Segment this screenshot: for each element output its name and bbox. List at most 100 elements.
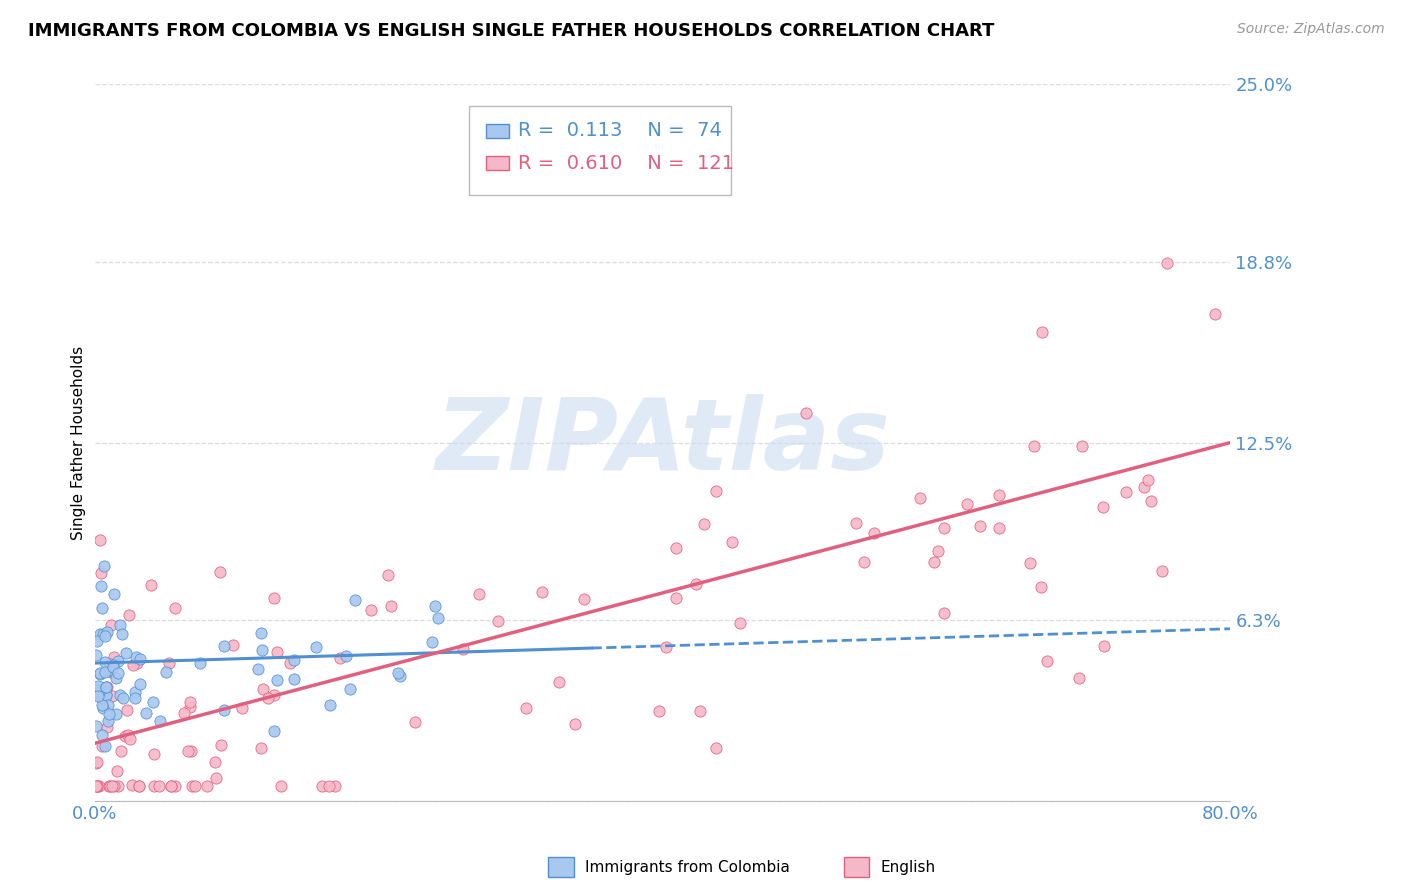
- Point: [728, 615, 751, 630]
- Point: [343, 592, 366, 607]
- Point: [453, 642, 475, 657]
- Point: [163, 601, 186, 615]
- Point: [160, 779, 183, 793]
- Point: [94, 739, 117, 753]
- Point: [93, 558, 115, 573]
- Point: [380, 599, 402, 614]
- Point: [117, 728, 139, 742]
- Point: [252, 682, 274, 697]
- Point: [212, 703, 235, 717]
- Point: [212, 639, 235, 653]
- Point: [89, 627, 111, 641]
- Point: [689, 704, 711, 718]
- Point: [404, 714, 426, 729]
- Point: [89, 533, 111, 547]
- Point: [160, 779, 183, 793]
- Point: [908, 491, 931, 505]
- Point: [278, 656, 301, 670]
- Point: [122, 657, 145, 672]
- Point: [257, 691, 280, 706]
- Point: [515, 701, 537, 715]
- Point: [655, 640, 678, 655]
- Point: [1115, 485, 1137, 500]
- Point: [311, 779, 333, 793]
- Point: [143, 747, 166, 761]
- Point: [1204, 307, 1226, 321]
- Point: [100, 618, 122, 632]
- Point: [665, 541, 688, 556]
- Point: [323, 779, 346, 793]
- Point: [96, 688, 118, 702]
- Point: [335, 649, 357, 664]
- Point: [84, 686, 107, 700]
- Point: [188, 656, 211, 670]
- Point: [184, 779, 207, 793]
- Point: [706, 484, 728, 499]
- Point: [852, 555, 875, 569]
- Point: [318, 779, 340, 793]
- Point: [87, 689, 110, 703]
- Point: [263, 723, 285, 738]
- Point: [987, 521, 1010, 535]
- Point: [204, 755, 226, 769]
- Text: R =  0.113    N =  74: R = 0.113 N = 74: [519, 121, 723, 141]
- Point: [105, 764, 128, 778]
- Point: [1091, 500, 1114, 515]
- Point: [114, 729, 136, 743]
- Point: [179, 696, 201, 710]
- Point: [247, 662, 270, 676]
- Point: [101, 660, 124, 674]
- Point: [91, 600, 114, 615]
- Point: [231, 701, 253, 715]
- Point: [96, 688, 118, 702]
- Point: [103, 779, 125, 793]
- Point: [389, 669, 412, 683]
- Point: [794, 406, 817, 420]
- Point: [86, 756, 108, 770]
- Point: [181, 779, 204, 793]
- Point: [1156, 256, 1178, 270]
- Point: [96, 680, 118, 694]
- Point: [179, 700, 201, 714]
- Point: [195, 779, 218, 793]
- Point: [252, 642, 274, 657]
- Point: [135, 706, 157, 720]
- Point: [128, 779, 150, 793]
- Point: [423, 599, 446, 613]
- Text: R =  0.610    N =  121: R = 0.610 N = 121: [519, 153, 734, 173]
- Point: [98, 663, 121, 677]
- Point: [90, 566, 112, 580]
- Point: [128, 779, 150, 793]
- Point: [103, 587, 125, 601]
- Point: [927, 543, 949, 558]
- Point: [209, 566, 232, 580]
- Point: [329, 651, 352, 665]
- Point: [111, 627, 134, 641]
- Point: [845, 516, 868, 531]
- Point: [180, 744, 202, 758]
- Point: [222, 638, 245, 652]
- Point: [91, 626, 114, 640]
- Point: [932, 521, 955, 535]
- Point: [84, 682, 107, 697]
- Point: [86, 634, 108, 648]
- Point: [665, 591, 688, 606]
- Point: [90, 579, 112, 593]
- Text: IMMIGRANTS FROM COLOMBIA VS ENGLISH SINGLE FATHER HOUSEHOLDS CORRELATION CHART: IMMIGRANTS FROM COLOMBIA VS ENGLISH SING…: [28, 22, 994, 40]
- FancyBboxPatch shape: [470, 106, 731, 195]
- Point: [173, 706, 195, 721]
- Point: [932, 607, 955, 621]
- Point: [1036, 654, 1059, 668]
- Point: [84, 719, 107, 733]
- Point: [97, 698, 120, 712]
- Point: [91, 698, 114, 712]
- Point: [105, 707, 128, 722]
- Point: [121, 778, 143, 792]
- Point: [530, 584, 553, 599]
- Point: [124, 649, 146, 664]
- Point: [263, 688, 285, 702]
- Point: [100, 779, 122, 793]
- Point: [91, 701, 114, 715]
- Point: [863, 526, 886, 541]
- Point: [94, 655, 117, 669]
